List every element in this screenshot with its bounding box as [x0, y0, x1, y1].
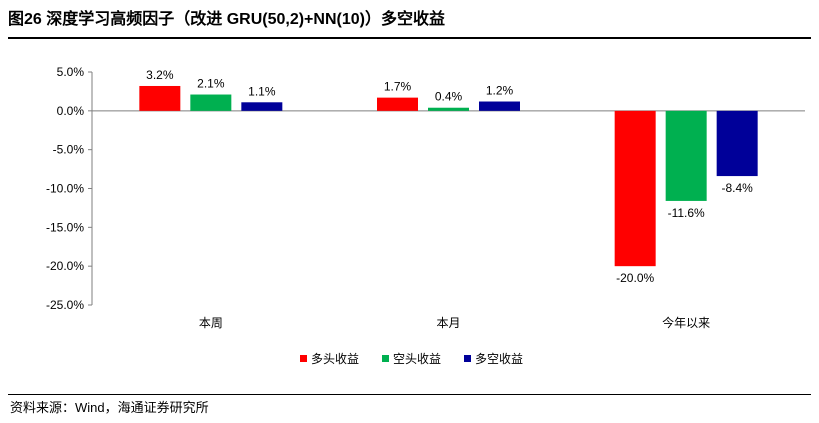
bar [241, 102, 283, 111]
bar [614, 110, 656, 267]
y-tick-label: -20.0% [46, 259, 84, 273]
x-tick-label: 今年以来 [662, 315, 710, 330]
legend-swatch [464, 355, 471, 362]
x-tick-label: 本月 [436, 316, 460, 330]
legend-label: 多头收益 [311, 352, 359, 366]
bar [190, 94, 232, 111]
figure-title: 图26 深度学习高频因子（改进 GRU(50,2)+NN(10)）多空收益 [8, 11, 445, 28]
y-tick-label: 5.0% [57, 65, 85, 79]
title-rule [8, 37, 811, 39]
legend-swatch [300, 355, 307, 362]
data-label: 2.1% [197, 77, 225, 91]
legend-swatch [382, 355, 389, 362]
data-label: -8.4% [721, 181, 753, 195]
bar [139, 85, 181, 111]
source-note: 资料来源：Wind，海通证券研究所 [10, 400, 209, 415]
y-tick-label: 0.0% [57, 104, 85, 118]
source-rule [8, 394, 811, 395]
legend-label: 空头收益 [393, 352, 441, 366]
data-label: -11.6% [668, 206, 705, 220]
y-tick-label: -25.0% [46, 298, 84, 312]
bar [716, 110, 758, 177]
y-tick-label: -5.0% [53, 143, 85, 157]
data-label: -20.0% [616, 271, 654, 285]
legend-label: 多空收益 [475, 352, 523, 366]
data-label: 1.1% [248, 84, 276, 98]
data-label: 3.2% [146, 68, 174, 82]
bar-chart: 5.0% 0.0% -5.0% -10.0% -15.0% -20.0% -25.0% 3.2… [46, 65, 805, 366]
y-tick-label: -15.0% [46, 220, 84, 234]
y-tick-label: -10.0% [46, 182, 84, 196]
data-label: 1.2% [486, 84, 514, 98]
bar [377, 97, 418, 111]
bar [428, 107, 469, 111]
data-label: 1.7% [384, 80, 412, 94]
x-tick-label: 本周 [199, 316, 223, 330]
data-label: 0.4% [435, 90, 463, 104]
bar [665, 110, 707, 201]
bar [479, 101, 520, 111]
